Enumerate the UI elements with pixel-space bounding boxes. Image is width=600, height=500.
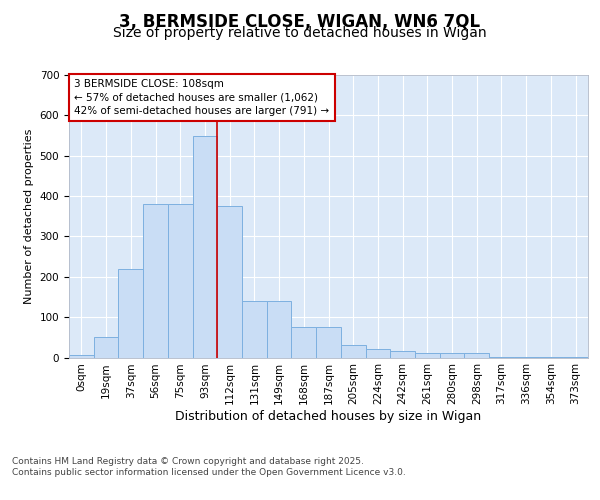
Bar [390,352,415,358]
Bar [217,206,242,358]
Bar [292,327,316,358]
Text: Contains public sector information licensed under the Open Government Licence v3: Contains public sector information licen… [12,468,406,477]
Bar [69,356,94,358]
Text: Size of property relative to detached houses in Wigan: Size of property relative to detached ho… [113,26,487,40]
Bar [365,350,390,358]
Bar [94,338,118,357]
Bar [514,356,539,358]
Bar [415,354,440,358]
Bar [440,354,464,358]
Bar [193,136,217,358]
Bar [489,356,514,358]
Y-axis label: Number of detached properties: Number of detached properties [24,128,34,304]
Bar [118,268,143,358]
Text: 3 BERMSIDE CLOSE: 108sqm
← 57% of detached houses are smaller (1,062)
42% of sem: 3 BERMSIDE CLOSE: 108sqm ← 57% of detach… [74,79,329,116]
Bar [539,356,563,358]
Bar [464,354,489,358]
Bar [168,204,193,358]
Bar [563,356,588,358]
Bar [341,346,365,358]
X-axis label: Distribution of detached houses by size in Wigan: Distribution of detached houses by size … [175,410,482,423]
Bar [316,327,341,358]
Bar [242,301,267,358]
Text: 3, BERMSIDE CLOSE, WIGAN, WN6 7QL: 3, BERMSIDE CLOSE, WIGAN, WN6 7QL [119,12,481,30]
Text: Contains HM Land Registry data © Crown copyright and database right 2025.: Contains HM Land Registry data © Crown c… [12,457,364,466]
Bar [267,301,292,358]
Bar [143,204,168,358]
